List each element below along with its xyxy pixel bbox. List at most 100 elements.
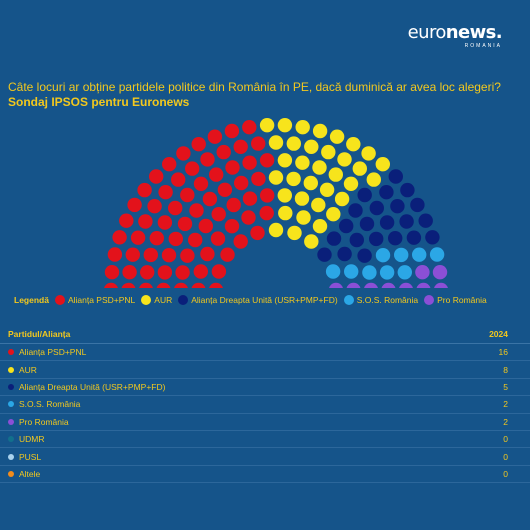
table-row: UDMR 0: [0, 431, 530, 449]
seat-filled: [287, 225, 302, 241]
party-name: Altele: [19, 468, 41, 479]
legend-label-text: S.O.S. România: [356, 295, 419, 305]
legend-swatch: [141, 295, 152, 305]
seat-filled: [337, 152, 352, 167]
party-color-dot: [8, 453, 14, 460]
party-seats: 0: [503, 468, 508, 479]
seat-filled: [188, 232, 203, 248]
seat-filled: [112, 230, 127, 245]
seat-filled: [286, 171, 301, 187]
seat-filled: [329, 129, 345, 144]
party-name: S.O.S. România: [19, 399, 81, 410]
seat-filled: [242, 120, 257, 135]
seat-filled: [226, 197, 241, 213]
legend-label-text: AUR: [154, 295, 173, 305]
seat-filled: [296, 210, 311, 225]
legend-label-text: Alianța PSD+PNL: [67, 295, 136, 305]
seat-filled: [193, 264, 208, 279]
seat-filled: [286, 136, 301, 151]
seat-filled: [349, 232, 364, 248]
legend-swatch: [343, 295, 354, 305]
seat-filled: [220, 247, 235, 262]
party-name: Pro România: [19, 416, 69, 427]
seat-filled: [242, 155, 257, 170]
seat-filled: [233, 234, 248, 249]
seat-filled: [157, 265, 173, 280]
seat-filled: [278, 205, 293, 221]
seat-filled: [209, 282, 223, 288]
seat-filled: [321, 144, 336, 160]
seat-filled: [295, 155, 310, 170]
seat-filled: [138, 214, 153, 229]
table-row: AUR 8: [0, 361, 530, 379]
seat-filled: [399, 214, 414, 229]
seat-filled: [418, 213, 433, 228]
seat-filled: [137, 182, 152, 198]
seat-filled: [149, 231, 164, 246]
seat-filled: [158, 185, 173, 200]
legend-label-text: Pro România: [437, 295, 487, 305]
seat-filled: [361, 146, 376, 161]
seat-filled: [209, 167, 224, 182]
seat-filled: [207, 129, 223, 144]
table-header-year: 2024: [489, 329, 508, 339]
legend-item: Alianța Dreapta Unită (USR+PMP+FD): [178, 295, 338, 305]
seat-filled: [224, 123, 240, 139]
party-seats: 2: [503, 416, 508, 427]
seat-filled: [412, 247, 427, 262]
euronews-logo: euronews. ROMANIA: [408, 22, 503, 50]
legend-label-text: Alianța Dreapta Unită (USR+PMP+FD): [191, 295, 338, 305]
seat-filled: [337, 246, 352, 262]
seat-filled: [352, 161, 367, 176]
seat-filled: [295, 120, 310, 135]
seat-filled: [260, 188, 275, 203]
seat-filled: [177, 216, 193, 232]
seat-filled: [317, 247, 332, 262]
table-header-party: Partidul/Alianța: [8, 329, 71, 339]
party-color-dot: [8, 383, 14, 390]
seat-filled: [303, 175, 318, 191]
seat-filled: [311, 197, 326, 213]
seat-filled: [388, 169, 403, 184]
seat-filled: [400, 182, 415, 198]
table-row: Pro România 2: [0, 414, 530, 431]
seat-filled: [304, 234, 319, 249]
seat-filled: [175, 265, 190, 280]
table-header: Partidul/Alianța 2024: [0, 326, 530, 344]
legend-swatch: [54, 295, 65, 305]
seat-filled: [210, 231, 226, 246]
seat-filled: [147, 199, 162, 214]
chart-subtitle: Sondaj IPSOS pentru Euronews: [8, 95, 190, 109]
chart-title: Câte locuri ar obține partidele politice…: [8, 80, 501, 94]
seat-filled: [259, 205, 274, 221]
seat-filled: [357, 187, 372, 203]
seat-filled: [343, 176, 359, 191]
seat-filled: [362, 265, 377, 280]
seat-filled: [139, 282, 153, 288]
seat-filled: [390, 199, 405, 214]
seat-filled: [225, 160, 240, 175]
party-seats: 0: [503, 434, 508, 445]
seat-filled: [375, 248, 391, 263]
table-row: Altele 0: [0, 466, 530, 484]
seat-filled: [180, 248, 195, 263]
seat-filled: [180, 187, 195, 203]
parliament-chart: [104, 118, 448, 288]
seat-filled: [388, 231, 403, 246]
seat-filled: [162, 157, 177, 172]
seat-filled: [381, 282, 396, 288]
seat-filled: [346, 137, 361, 152]
seat-filled: [242, 191, 258, 206]
seat-filled: [193, 176, 209, 191]
seat-filled: [344, 264, 359, 279]
table-row: Alianța Dreapta Unită (USR+PMP+FD) 5: [0, 379, 530, 397]
party-color-dot: [8, 349, 14, 356]
seat-filled: [379, 185, 394, 200]
seat-filled: [348, 203, 363, 218]
seat-filled: [312, 123, 328, 139]
seat-filled: [277, 188, 292, 203]
seat-filled: [397, 265, 412, 280]
seat-filled: [127, 197, 142, 213]
logo-text-bold: news.: [445, 22, 503, 43]
seat-filled: [122, 265, 137, 280]
